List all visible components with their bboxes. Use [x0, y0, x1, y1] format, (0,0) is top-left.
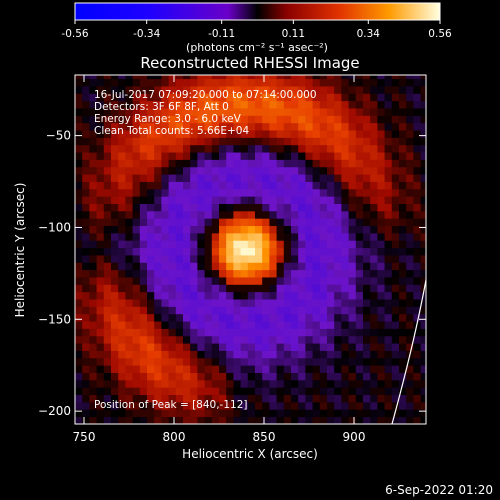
colorbar-tick-label: -0.11	[208, 28, 235, 40]
colorbar-tick-label: 0.56	[428, 28, 452, 40]
y-tick-label: −200	[38, 404, 71, 418]
plot-frame	[74, 74, 427, 425]
colorbar-unit-label: (photons cm⁻² s⁻¹ asec⁻²)	[186, 41, 328, 54]
annotation-line: Clean Total counts: 5.66E+04	[94, 125, 249, 137]
colorbar-tick-label: -0.34	[133, 28, 160, 40]
annotation-line: 16-Jul-2017 07:09:20.000 to 07:14:00.000	[94, 89, 317, 101]
colorbar-tick-label: -0.56	[61, 28, 88, 40]
y-tick-label: −150	[38, 312, 71, 326]
timestamp: 6-Sep-2022 01:20	[385, 483, 493, 497]
annotation-line: Detectors: 3F 6F 8F, Att 0	[94, 101, 229, 113]
x-tick-label: 850	[253, 430, 276, 444]
y-axis-label: Heliocentric Y (arcsec)	[13, 183, 27, 318]
colorbar-tick-label: 0.34	[357, 28, 381, 40]
colorbar-tick-label: 0.11	[282, 28, 305, 40]
heatmap-image	[75, 75, 426, 424]
solar-limb-line	[391, 276, 426, 424]
y-tick-label: −50	[46, 129, 71, 143]
x-axis-label: Heliocentric X (arcsec)	[182, 447, 318, 461]
annotation-line: Energy Range: 3.0 - 6.0 keV	[94, 113, 242, 125]
y-tick-label: −100	[38, 220, 71, 234]
info-annotations: 16-Jul-2017 07:09:20.000 to 07:14:00.000…	[94, 89, 317, 137]
x-tick-label: 900	[343, 430, 366, 444]
colorbar	[74, 2, 441, 21]
chart-title: Reconstructed RHESSI Image	[140, 54, 359, 72]
axis-ticks: 750 800 850 900 −50 −100 −150 −200	[38, 75, 426, 444]
x-tick-label: 750	[73, 430, 96, 444]
x-tick-label: 800	[163, 430, 186, 444]
colorbar-ticks: -0.56 -0.34 -0.11 0.11 0.34 0.56	[61, 20, 452, 40]
peak-position-label: Position of Peak = [840,-112]	[94, 399, 248, 411]
